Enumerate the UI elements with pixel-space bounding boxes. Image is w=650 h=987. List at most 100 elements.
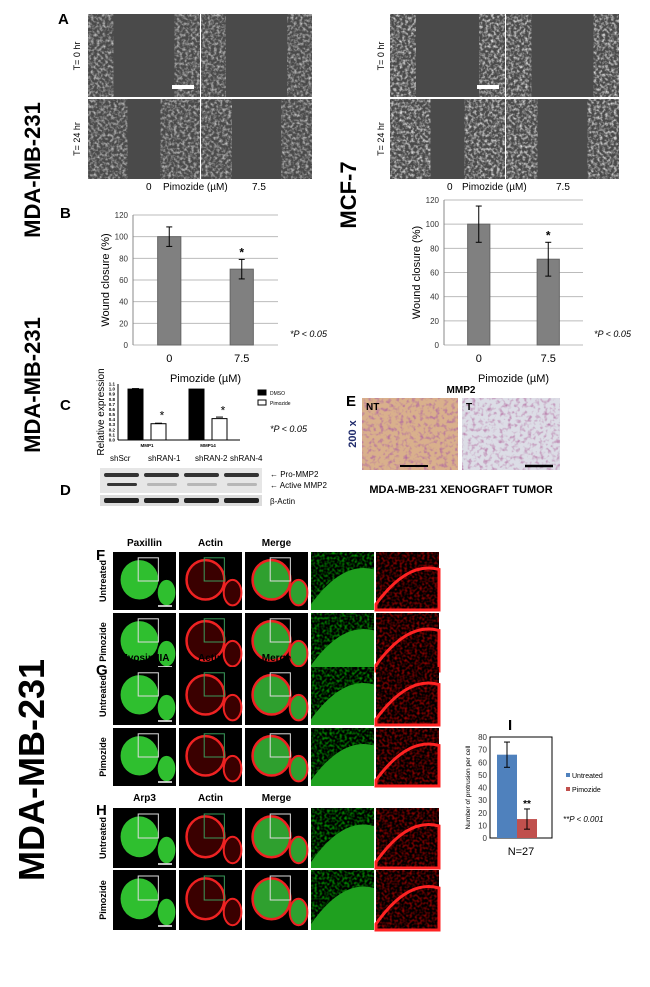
y-tick-label: 1.0: [109, 387, 116, 392]
immunofluorescence-panels: Paxillin Actin Merge Untreated Pimozide Myosi…: [98, 538, 441, 932]
zoom-box: [269, 618, 291, 643]
magnified-cell-edge: [311, 743, 374, 786]
band-label: ← Pro-MMP2: [270, 470, 319, 479]
fluorescence-image: [179, 613, 243, 671]
y-tick-label: 0.5: [109, 412, 116, 417]
cell-body: [222, 897, 243, 927]
y-tick-label: 0.4: [109, 417, 116, 422]
band-active-mmp2: [107, 483, 137, 486]
legend-label: DMSO: [270, 391, 285, 397]
lane-label: shScr: [110, 454, 131, 463]
magnified-texture: [376, 667, 439, 725]
y-tick-label: 0.7: [109, 402, 116, 407]
cell-body: [157, 836, 176, 864]
fluorescence-image: [245, 613, 309, 671]
magnified-cell-edge: [311, 886, 374, 930]
cell-body: [222, 754, 243, 783]
bar: [157, 236, 182, 346]
cell-body: [185, 673, 226, 716]
band-pro-mmp2: [184, 473, 219, 477]
fluorescence-image: [245, 870, 309, 930]
x-tick-label: MMP14: [200, 443, 216, 448]
cell-front-left: [390, 99, 431, 179]
y-tick-label: 120: [115, 211, 129, 220]
fluorescence-image: [374, 870, 441, 932]
wound-closure-chart-mda: 0 20 40 60 80 100 120 0 * 7.5 Pimozide (µM) Wound c…: [100, 211, 328, 385]
x-tick-label: 0: [476, 353, 482, 365]
fluorescence-image: [374, 808, 441, 870]
y-axis-title: Number of protrusion per cell: [465, 745, 472, 829]
bar: [150, 423, 167, 441]
panel-label-g: G: [96, 662, 108, 679]
row-label: Pimozide: [98, 737, 108, 777]
zoom-box: [269, 733, 291, 758]
cell-body: [185, 558, 226, 601]
fluorescence-image: [374, 613, 441, 673]
band-beta-actin: [224, 498, 259, 503]
magnification-label: 200 x: [347, 419, 359, 447]
y-tick-label: 30: [478, 796, 487, 805]
panel-label-h: H: [96, 802, 107, 819]
ihc-label-nt: NT: [366, 402, 379, 413]
cell-body: [185, 734, 226, 777]
cell-line-label-mda-top: MDA-MB-231: [20, 102, 45, 238]
bar: [188, 388, 205, 441]
row-label: Untreated: [98, 675, 108, 717]
zoom-box: [137, 875, 159, 901]
ihc-caption: MDA-MB-231 XENOGRAFT TUMOR: [369, 484, 552, 496]
y-tick-label: 0: [483, 834, 488, 843]
y-tick-label: 60: [478, 758, 487, 767]
cell-line-label-mda-bottom: MDA-MB-231: [11, 659, 52, 881]
cell-front-right: [287, 14, 312, 97]
zoom-box: [137, 733, 159, 758]
y-tick-label: 40: [478, 784, 487, 793]
significance-marker: *: [546, 228, 551, 242]
cell-line-label-mda-mid: MDA-MB-231: [20, 317, 45, 453]
caption-drug-left: Pimozide (µM): [163, 182, 228, 193]
caption-dose-right: 7.5: [556, 182, 570, 193]
column-header: Merge: [262, 653, 292, 664]
fluorescence-image: [113, 728, 176, 786]
band-pro-mmp2: [224, 473, 259, 477]
cell-body: [288, 754, 309, 783]
cell-body: [251, 734, 292, 777]
magnified-cell-edge: [374, 566, 441, 612]
x-axis-title: Pimozide (µM): [478, 373, 549, 385]
magnified-cell-edge: [374, 823, 441, 870]
wound-closure-chart-mcf7: 0 20 40 60 80 100 120 0 * 7.5 Pimozide (µM) Wound c…: [411, 196, 632, 385]
fluorescence-image: [113, 613, 176, 671]
panel-label-f: F: [96, 547, 105, 564]
y-tick-label: 120: [426, 196, 440, 205]
x-tick-label: MMP1: [140, 443, 153, 448]
cell-body: [157, 640, 176, 667]
x-tick-label: 0: [166, 353, 172, 365]
wound-image: [506, 14, 619, 97]
y-tick-label: 0.3: [109, 422, 116, 427]
y-axis-title: Relative expression: [96, 368, 107, 455]
zoom-box: [137, 618, 159, 643]
cell-body: [288, 835, 309, 865]
magnified-cell-edge: [311, 628, 374, 671]
bar: [497, 754, 517, 838]
fluorescence-image: [179, 870, 243, 930]
relative-expression-chart: 0.00.10.20.30.40.50.60.70.80.91.01.1 * MMP…: [96, 368, 308, 455]
wound-image: [390, 14, 505, 97]
y-tick-label: 40: [430, 293, 439, 302]
y-tick-label: 0.0: [109, 438, 116, 443]
protrusion-chart: 0 10 20 30 40 50 60 70 80 Untreated Pimozide ** Numb…: [465, 733, 603, 858]
panel-label-d: D: [60, 482, 71, 499]
y-tick-label: 0.8: [109, 397, 116, 402]
y-tick-label: 10: [478, 821, 487, 830]
fluorescence-image: [311, 613, 374, 671]
legend-swatch: [257, 399, 267, 406]
zoom-box: [269, 875, 291, 901]
band-beta-actin: [144, 498, 179, 503]
y-tick-label: 60: [119, 276, 128, 285]
fluorescence-image: [179, 667, 243, 725]
fluorescence-image: [311, 870, 374, 930]
western-blot: shScr shRAN-1 shRAN-2 shRAN-4 ← Pro-MMP2 ← Ac…: [100, 454, 327, 506]
row-label: Pimozide: [98, 880, 108, 920]
band-beta-actin: [104, 498, 139, 503]
cell-body: [120, 816, 159, 858]
caption-zero-left: 0: [146, 182, 152, 193]
